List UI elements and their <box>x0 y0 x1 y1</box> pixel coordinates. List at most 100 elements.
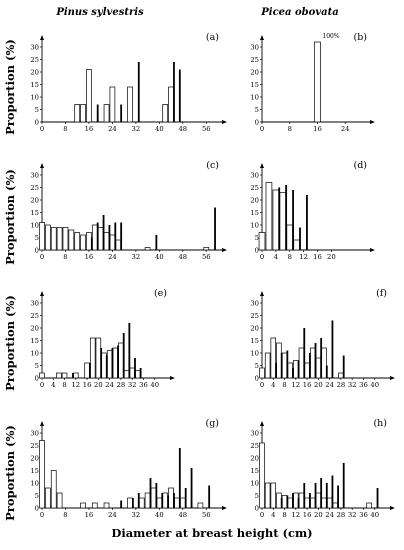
bar-solid <box>299 227 301 250</box>
bar-open <box>144 247 151 251</box>
bar-open <box>293 360 299 379</box>
x-tick-label: 20 <box>94 381 103 389</box>
bar-solid <box>88 363 91 378</box>
x-tick-label: 12 <box>291 381 300 389</box>
panel-b: 0 5 10 15 20 25 30 0 8 16 24 (b) 100% <box>250 32 375 133</box>
y-tick-label: 5 <box>255 106 259 114</box>
bar-open <box>118 342 124 379</box>
panel-d: 0 5 10 15 20 25 30 0 4 8 12 16 20 (d) <box>250 160 375 261</box>
bar-solid <box>149 478 152 508</box>
y-tick-label: 25 <box>30 312 39 320</box>
bar-solid <box>376 488 379 508</box>
y-tick-label: 0 <box>35 374 39 382</box>
bar-open <box>279 192 287 251</box>
y-tick-label: 25 <box>250 184 259 192</box>
panel-label: (e) <box>154 288 167 299</box>
bar-open <box>73 372 79 379</box>
bar-solid <box>325 365 328 378</box>
x-tick-label: 24 <box>325 381 334 389</box>
y-tick-label: 0 <box>35 504 39 512</box>
y-tick-label: 30 <box>30 429 39 437</box>
x-tick-label: 32 <box>348 511 357 519</box>
bar-solid <box>320 478 323 508</box>
bar-open <box>265 182 273 251</box>
y-tick-label: 15 <box>30 337 39 345</box>
y-tick-label: 15 <box>30 209 39 217</box>
y-axis-arrow <box>260 163 264 168</box>
bar-solid <box>120 104 123 122</box>
bar-solid <box>314 343 317 378</box>
bar-open <box>103 502 110 509</box>
bar-open <box>127 497 133 509</box>
x-axis-arrow <box>390 376 395 380</box>
bar-open <box>293 492 299 509</box>
bar-open <box>287 362 293 379</box>
bar-open <box>74 232 81 251</box>
bar-solid <box>337 485 339 508</box>
bar-solid <box>178 69 181 122</box>
bar-open <box>56 372 62 379</box>
bar-open <box>203 247 210 251</box>
y-tick-label: 25 <box>30 56 39 64</box>
bar-open <box>109 234 116 251</box>
x-tick-label: 24 <box>341 125 350 133</box>
bar-solid <box>167 495 169 508</box>
x-tick-label: 56 <box>202 253 211 261</box>
x-tick-label: 0 <box>260 125 264 133</box>
bar-annotation: 100% <box>322 33 339 40</box>
bar-solid <box>297 498 300 508</box>
x-tick-label: 24 <box>325 511 334 519</box>
y-tick-label: 15 <box>250 337 259 345</box>
panel-c: 0 5 10 15 20 25 30 0 8 16 24 32 40 48 56 (c) <box>30 160 227 261</box>
bar-open <box>80 502 86 509</box>
x-tick-label: 16 <box>85 125 94 133</box>
bar-open <box>123 370 130 379</box>
x-axis-arrow <box>170 376 175 380</box>
bar-solid <box>308 353 311 378</box>
bar-solid <box>178 448 181 508</box>
bar-open <box>338 372 344 379</box>
x-tick-label: 0 <box>260 511 264 519</box>
bar-open <box>298 492 305 509</box>
bar-open <box>144 492 151 509</box>
bar-open <box>91 224 98 251</box>
bar-solid <box>122 333 125 378</box>
x-tick-label: 20 <box>314 381 323 389</box>
y-axis-arrow <box>40 291 44 296</box>
y-tick-label: 15 <box>250 209 259 217</box>
bar-open <box>304 362 310 379</box>
bar-solid <box>306 195 308 250</box>
bar-open <box>91 502 98 509</box>
x-tick-label: 40 <box>150 381 159 389</box>
y-tick-label: 25 <box>30 184 39 192</box>
y-tick-label: 25 <box>250 56 259 64</box>
bar-open <box>84 362 90 379</box>
x-tick-label: 40 <box>155 511 164 519</box>
x-tick-label: 12 <box>299 253 308 261</box>
col-title-pinus: Pinus sylvestris <box>55 7 144 18</box>
bar-open <box>174 497 180 509</box>
bar-solid <box>292 368 294 378</box>
x-tick-label: 48 <box>178 253 187 261</box>
y-tick-label: 20 <box>30 68 39 76</box>
y-tick-label: 20 <box>30 196 39 204</box>
bar-open <box>281 352 288 379</box>
x-axis-arrow <box>370 248 375 252</box>
bar-solid <box>102 215 105 250</box>
x-tick-label: 32 <box>132 253 141 261</box>
bar-open <box>314 41 321 123</box>
y-tick-label: 15 <box>250 81 259 89</box>
x-tick-label: 56 <box>202 511 211 519</box>
bar-open <box>293 239 300 251</box>
x-tick-label: 8 <box>282 511 286 519</box>
x-tick-label: 4 <box>274 253 278 261</box>
bar-open <box>45 487 51 509</box>
x-tick-label: 32 <box>348 381 357 389</box>
bar-open <box>129 367 135 379</box>
bar-solid <box>275 363 277 378</box>
x-tick-label: 32 <box>128 381 137 389</box>
x-tick-label: 16 <box>303 511 312 519</box>
